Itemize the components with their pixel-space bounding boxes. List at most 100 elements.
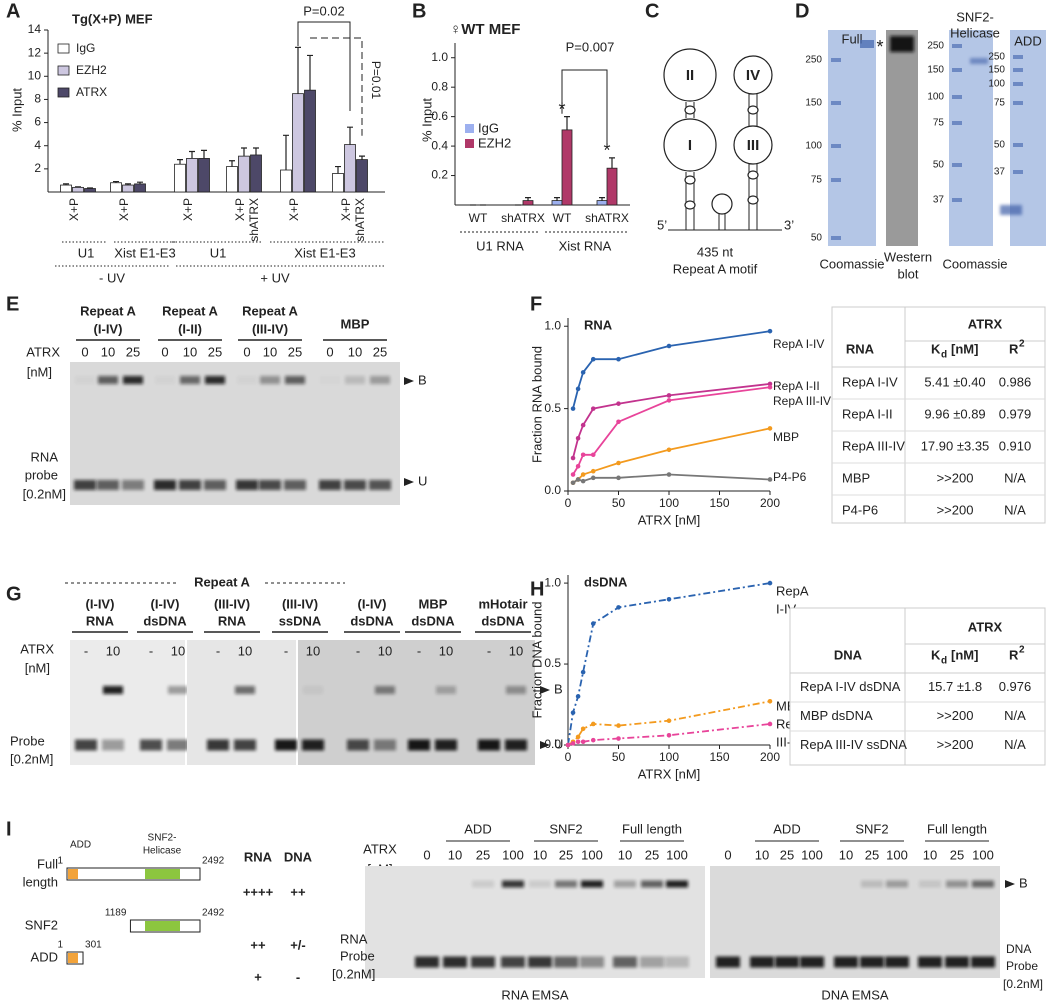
significance-bracket — [310, 37, 363, 136]
y-tick-label: 1.0 — [544, 318, 561, 332]
lane-label: - — [284, 643, 288, 658]
marker-label: 100 — [988, 79, 1005, 90]
treatment-label: + UV — [260, 270, 290, 285]
table-cell: RepA I-IV dsDNA — [800, 679, 901, 694]
group-label: U1 RNA — [476, 238, 524, 253]
gel-band — [415, 956, 439, 968]
snf2-domain — [145, 869, 180, 879]
marker-band — [952, 44, 962, 48]
bar — [226, 166, 238, 193]
lane-label: 25 — [559, 847, 573, 862]
x-tick-label: WT — [553, 211, 572, 225]
stem-loop — [733, 55, 773, 95]
table — [831, 306, 1046, 524]
lane-label: 10 — [618, 847, 632, 862]
table-header: d — [941, 656, 947, 667]
residue-label: 2492 — [202, 856, 225, 867]
point — [580, 669, 586, 675]
end-label: 3’ — [784, 217, 794, 232]
table-cell: 0.976 — [999, 679, 1032, 694]
panel-label: H — [530, 578, 544, 600]
table-header: K — [931, 647, 941, 662]
sample-label: (I-IV) — [358, 596, 387, 611]
caption: DNA EMSA — [821, 987, 889, 1002]
point — [616, 356, 621, 362]
domain-label: Helicase — [143, 846, 182, 857]
gel-band — [860, 40, 874, 48]
bar — [606, 167, 618, 206]
table-header: 2 — [1019, 339, 1025, 350]
point — [616, 736, 621, 741]
table-cell: >>200 — [937, 502, 974, 517]
point — [575, 477, 581, 482]
gel-band — [946, 880, 968, 888]
table-header: RNA — [846, 341, 875, 356]
legend-label: EZH2 — [76, 63, 107, 77]
gel-band — [168, 686, 188, 694]
y-axis-label: % Input — [9, 88, 24, 132]
x-tick-label: X+P — [339, 198, 353, 221]
y-axis-label: % Input — [419, 98, 434, 142]
marker-label: 150 — [805, 98, 822, 109]
error-bar — [335, 165, 341, 174]
sample-label: MBP — [341, 316, 370, 331]
lane-label: 25 — [373, 344, 387, 359]
bar — [561, 129, 573, 206]
point — [575, 734, 581, 740]
bar — [292, 93, 304, 193]
marker-band — [831, 178, 841, 182]
gel-band — [123, 376, 143, 384]
gel-band — [775, 956, 799, 968]
lane-label: 10 — [263, 344, 277, 359]
gel-band — [435, 739, 457, 751]
bar — [250, 154, 262, 193]
point — [616, 605, 621, 610]
probe-label: Probe — [340, 948, 375, 963]
error-bar — [609, 157, 615, 169]
bar — [596, 200, 608, 206]
bar — [60, 184, 72, 193]
gel-band — [971, 956, 995, 968]
group-label: Xist E1-E3 — [294, 245, 355, 260]
curve — [572, 383, 771, 459]
gel-band — [614, 880, 636, 888]
bulge — [747, 170, 759, 180]
gel-band — [640, 956, 664, 968]
point — [767, 328, 773, 334]
lane-label: 100 — [666, 847, 688, 862]
binding-header: DNA — [284, 849, 313, 864]
y-axis-label: Fraction DNA bound — [529, 601, 544, 718]
lane-label: 10 — [839, 847, 853, 862]
point — [570, 472, 576, 477]
marker-band — [1013, 82, 1023, 86]
snf2-domain — [145, 921, 180, 931]
table-cell: >>200 — [937, 708, 974, 723]
point — [666, 447, 672, 453]
x-tick-label: WT — [469, 211, 488, 225]
y-tick-label: 8 — [34, 92, 41, 106]
chart-title: ♀WT MEF — [450, 21, 520, 38]
marker-label: 37 — [994, 167, 1006, 178]
table-cell: N/A — [1004, 708, 1026, 723]
point — [580, 370, 586, 375]
lane-label: 100 — [801, 847, 823, 862]
bulge — [684, 105, 696, 115]
marker-band — [952, 163, 962, 167]
probe-label: RNA — [340, 931, 368, 946]
gel-band — [180, 376, 200, 384]
binding-cell: +/- — [290, 937, 306, 952]
table-cell: 17.90 ±3.35 — [921, 438, 990, 453]
point — [580, 726, 586, 732]
point — [570, 741, 576, 746]
error-bar — [359, 155, 365, 160]
domain-label: I — [688, 137, 692, 154]
error-bar — [63, 183, 69, 186]
probe-label: Probe — [10, 733, 45, 748]
error-bar — [241, 147, 247, 157]
lane-label: 25 — [476, 847, 490, 862]
point — [570, 455, 576, 461]
point — [767, 477, 773, 482]
x-tick-label: shATRX — [501, 211, 545, 225]
gel-band — [472, 880, 494, 888]
binding-cell: ++ — [250, 937, 266, 952]
